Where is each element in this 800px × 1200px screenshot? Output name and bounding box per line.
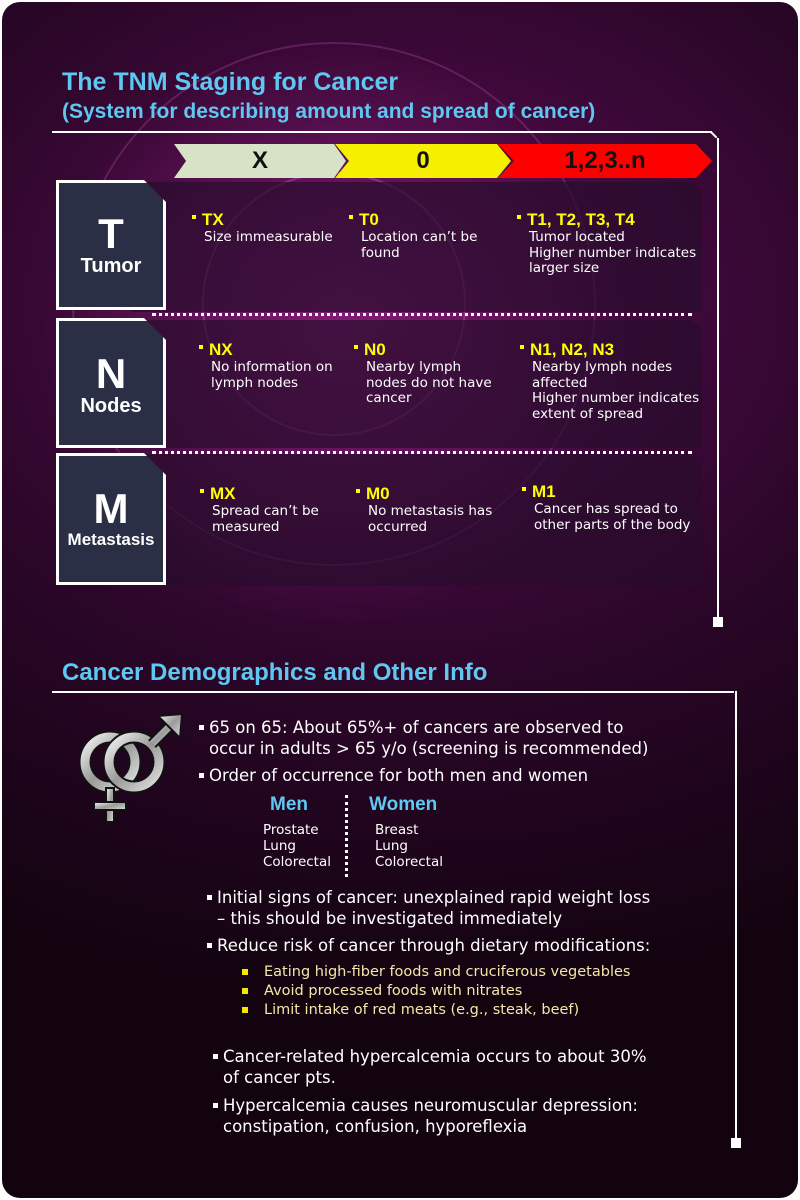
- cell-text: Cancer has spread to other parts of the …: [534, 501, 691, 533]
- cell-title: T1, T2, T3, T4: [517, 210, 696, 230]
- nodes-label: N Nodes: [56, 318, 166, 448]
- male-female-symbol-icon: [78, 712, 184, 823]
- bullet-line: Order of occurrence for both men and wom…: [209, 766, 589, 785]
- tumor-cell-0: T0 Location can’t be found: [349, 210, 477, 261]
- bullet-initial-signs: Initial signs of cancer: unexplained rap…: [206, 887, 651, 929]
- cell-title: TX: [192, 210, 333, 230]
- diet-item: Limit intake of red meats (e.g., steak, …: [241, 1002, 580, 1018]
- demographics-frame-top: [52, 691, 734, 693]
- cell-title: M0: [356, 484, 492, 504]
- bullet-line: occur in adults > 65 y/o (screening is r…: [209, 739, 649, 758]
- tumor-cell-x: TX Size immeasurable: [192, 210, 333, 246]
- demographics-title: Cancer Demographics and Other Info: [62, 659, 488, 686]
- bullet-line: – this should be investigated immediatel…: [217, 909, 563, 928]
- tnm-subtitle: (System for describing amount and spread…: [62, 100, 596, 123]
- nodes-cell-n: N1, N2, N3 Nearby lymph nodes affected H…: [520, 340, 699, 422]
- metastasis-cell-0: M0 No metastasis has occurred: [356, 484, 492, 535]
- tnm-title: The TNM Staging for Cancer: [62, 68, 399, 96]
- cell-text: Nearby lymph nodes affected Higher numbe…: [532, 359, 700, 422]
- tnm-frame-corner: [710, 131, 718, 139]
- cell-text: Location can’t be found: [361, 229, 478, 261]
- cell-title: NX: [199, 340, 333, 360]
- cell-title: T0: [349, 210, 477, 230]
- bullet-65-on-65: 65 on 65: About 65%+ of cancers are obse…: [198, 717, 649, 759]
- list-item: Breast: [375, 822, 419, 838]
- tnm-frame-right: [717, 138, 719, 618]
- cell-title: N1, N2, N3: [520, 340, 699, 360]
- row-divider: [152, 313, 692, 316]
- list-item: Prostate: [263, 822, 319, 838]
- women-heading: Women: [369, 794, 438, 815]
- nodes-cell-x: NX No information on lymph nodes: [199, 340, 333, 391]
- bullet-line: Hypercalcemia causes neuromuscular depre…: [223, 1096, 638, 1115]
- bullet-reduce-risk: Reduce risk of cancer through dietary mo…: [206, 935, 651, 956]
- bullet-line: Cancer-related hypercalcemia occurs to a…: [223, 1047, 647, 1066]
- row-divider: [152, 451, 692, 454]
- bullet-hypercalcemia-rate: Cancer-related hypercalcemia occurs to a…: [213, 1046, 647, 1088]
- diet-item: Eating high-fiber foods and cruciferous …: [241, 964, 631, 980]
- metastasis-cell-x: MX Spread can’t be measured: [200, 484, 319, 535]
- nodes-name: Nodes: [80, 395, 142, 417]
- cell-text: Spread can’t be measured: [212, 503, 319, 535]
- metastasis-label: M Metastasis: [56, 453, 166, 585]
- metastasis-letter: M: [93, 485, 129, 532]
- metastasis-name: Metastasis: [67, 530, 155, 549]
- cell-title: N0: [354, 340, 492, 360]
- bullet-line: Initial signs of cancer: unexplained rap…: [217, 888, 651, 907]
- demographics-frame-end: [731, 1138, 741, 1148]
- men-list: Prostate Lung Colorectal: [263, 822, 331, 870]
- tnm-frame-top: [52, 131, 712, 133]
- tnm-frame-end: [713, 617, 723, 627]
- men-women-divider: [345, 795, 348, 877]
- diet-item: Avoid processed foods with nitrates: [241, 983, 523, 999]
- metastasis-cell-n: M1 Cancer has spread to other parts of t…: [522, 482, 690, 533]
- tumor-row-panel: [132, 182, 702, 312]
- bullet-order: Order of occurrence for both men and wom…: [198, 765, 589, 786]
- cell-title: M1: [522, 482, 690, 502]
- tumor-cell-n: T1, T2, T3, T4 Tumor located Higher numb…: [517, 210, 696, 277]
- list-item: Colorectal: [263, 854, 331, 870]
- cell-title: MX: [200, 484, 319, 504]
- demographics-frame-right: [735, 691, 737, 1139]
- bullet-line: constipation, confusion, hyporeflexia: [223, 1117, 528, 1136]
- cell-text: Tumor located Higher number indicates la…: [529, 229, 697, 276]
- bullet-hypercalcemia-effects: Hypercalcemia causes neuromuscular depre…: [213, 1095, 638, 1137]
- bullet-line: Reduce risk of cancer through dietary mo…: [217, 936, 651, 955]
- list-item: Colorectal: [375, 854, 443, 870]
- bullet-line: of cancer pts.: [223, 1068, 336, 1087]
- cell-text: No metastasis has occurred: [368, 503, 493, 535]
- stage-header-n: 1,2,3..n: [498, 144, 712, 178]
- tumor-name: Tumor: [80, 255, 142, 277]
- cell-text: Size immeasurable: [204, 229, 333, 245]
- women-list: Breast Lung Colorectal: [375, 822, 443, 870]
- nodes-cell-0: N0 Nearby lymph nodes do not have cancer: [354, 340, 492, 407]
- stage-header-x: X: [174, 144, 346, 178]
- cell-text: No information on lymph nodes: [211, 359, 333, 391]
- list-item: Lung: [375, 838, 408, 854]
- men-heading: Men: [270, 794, 308, 815]
- tumor-letter: T: [98, 210, 124, 257]
- bullet-line: 65 on 65: About 65%+ of cancers are obse…: [209, 718, 624, 737]
- list-item: Lung: [263, 838, 296, 854]
- stage-header-0: 0: [335, 144, 511, 178]
- cell-text: Nearby lymph nodes do not have cancer: [366, 359, 492, 406]
- nodes-letter: N: [95, 350, 127, 397]
- metastasis-row-panel: [132, 454, 702, 586]
- tumor-label: T Tumor: [56, 180, 166, 310]
